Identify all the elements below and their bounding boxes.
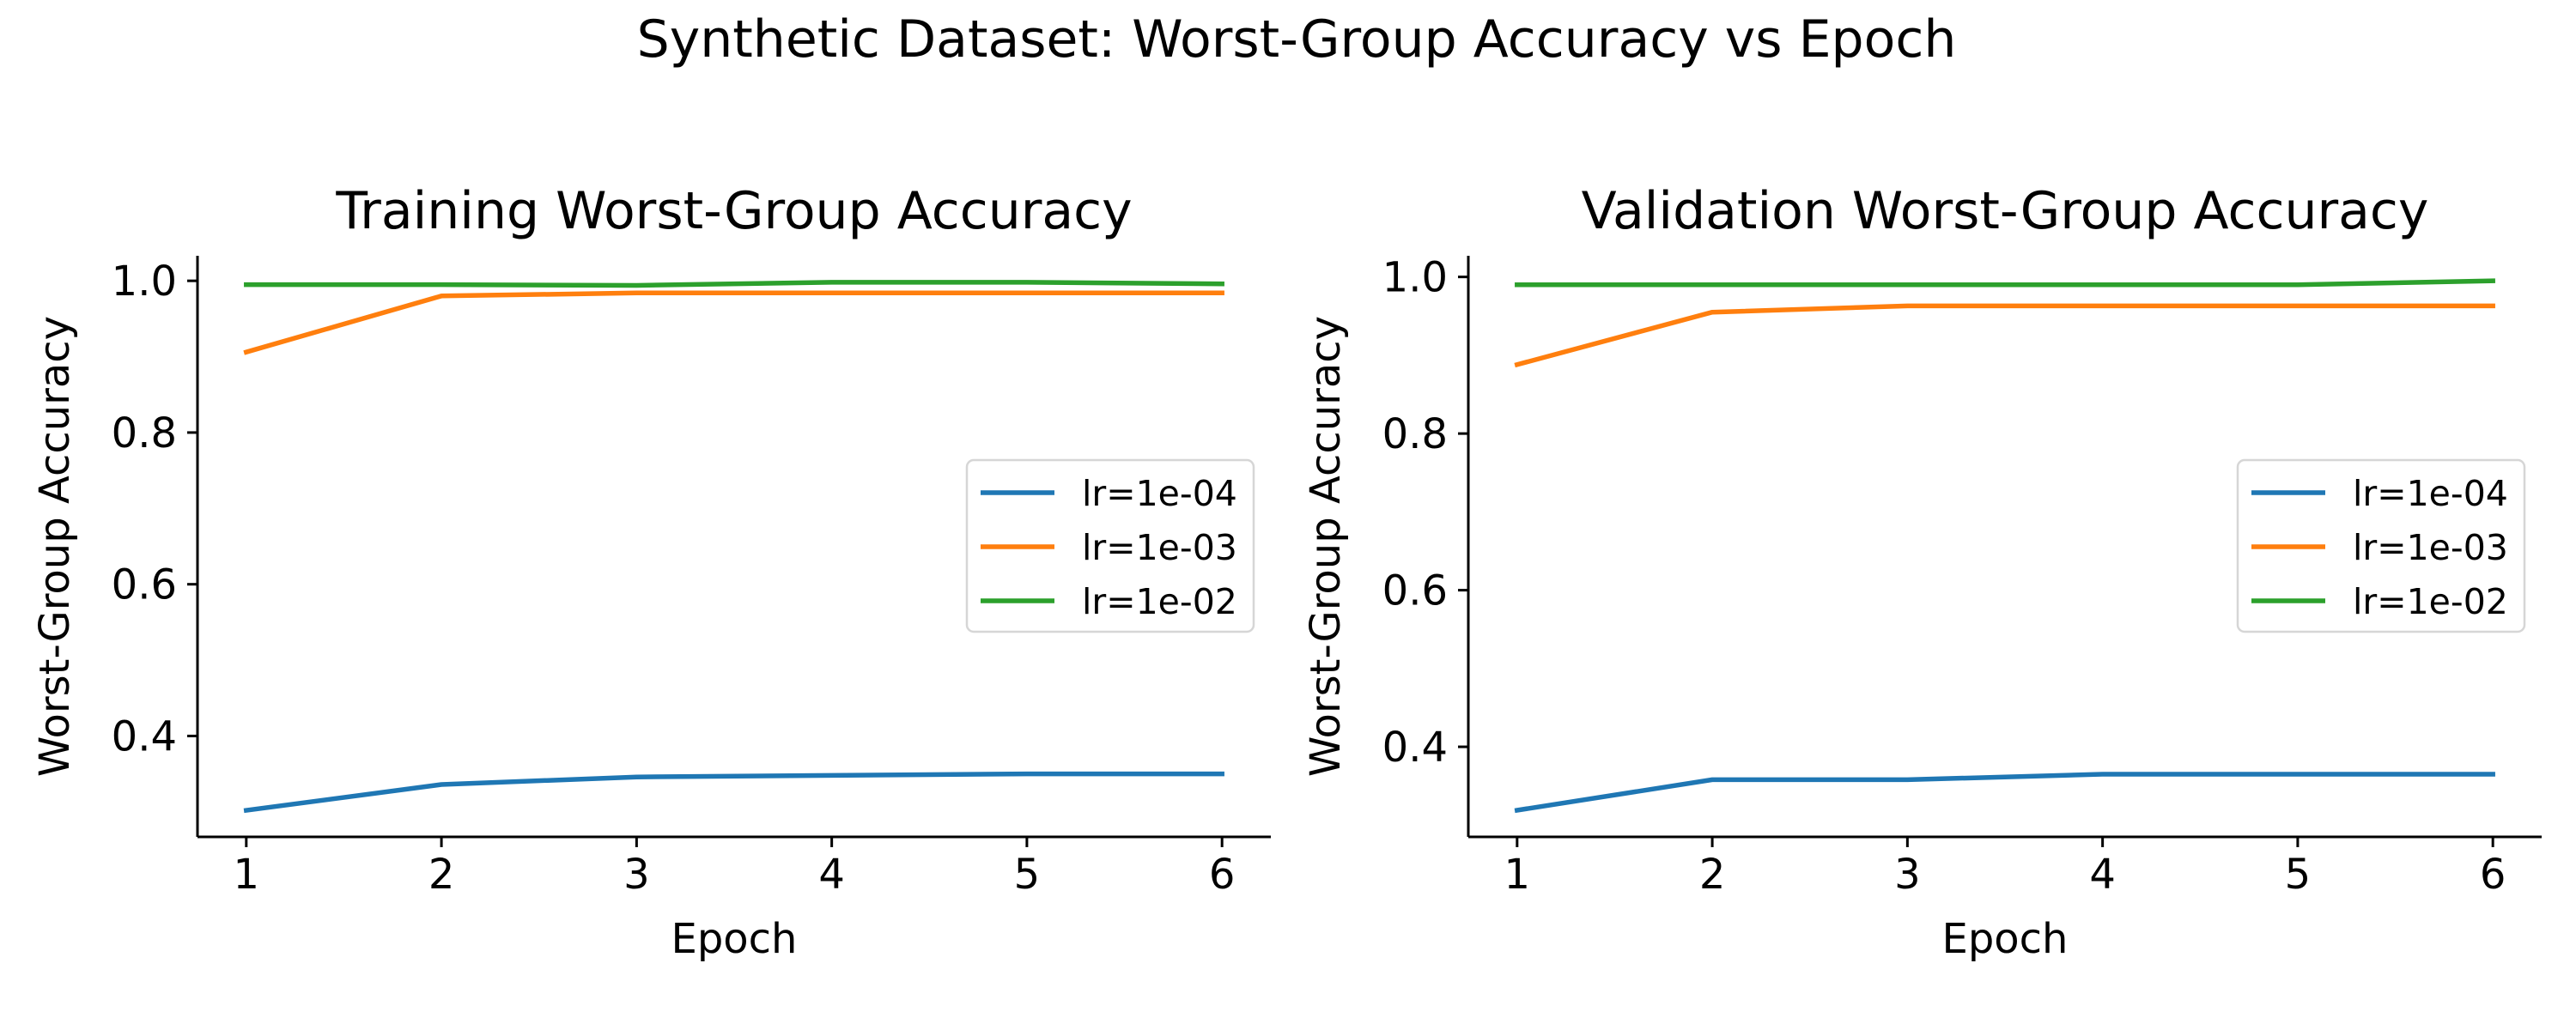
training-x-axis-label: Epoch [671, 915, 798, 963]
validation-chart-title: Validation Worst-Group Accuracy [1582, 181, 2429, 241]
training-series-line-3 [244, 280, 1224, 288]
training-y-tick-label: 0.4 [112, 712, 177, 760]
training-legend-frame [965, 458, 1255, 633]
training-legend-label: lr=1e-02 [1082, 581, 1237, 622]
validation-x-tick-label: 5 [2285, 851, 2312, 899]
figure-suptitle: Synthetic Dataset: Worst-Group Accuracy … [637, 9, 1957, 70]
training-panel: Training Worst-Group Accuracy 1 2 3 4 5 6 0.4 0.… [31, 181, 1271, 963]
validation-x-tick-label: 6 [2480, 851, 2506, 899]
training-x-tick-label: 6 [1209, 851, 1236, 899]
validation-x-tick-label: 1 [1504, 851, 1531, 899]
training-legend-label: lr=1e-04 [1082, 473, 1237, 514]
validation-series-line-2 [1514, 303, 2495, 368]
validation-y-tick-label: 0.8 [1382, 410, 1448, 458]
training-x-tick-label: 5 [1014, 851, 1041, 899]
validation-x-tick-label: 3 [1894, 851, 1921, 899]
validation-y-tick-label: 1.0 [1382, 254, 1448, 302]
validation-legend-frame [2236, 458, 2526, 633]
training-x-tick-label: 2 [428, 851, 455, 899]
training-y-tick-label: 0.8 [112, 409, 177, 457]
training-legend: lr=1e-04 lr=1e-03 lr=1e-02 [965, 458, 1255, 633]
training-x-tick-label: 3 [623, 851, 650, 899]
validation-y-axis-label: Worst-Group Accuracy [1302, 316, 1350, 777]
validation-x-axis-label: Epoch [1942, 915, 2069, 963]
training-x-tick-label: 4 [818, 851, 845, 899]
training-legend-label: lr=1e-03 [1082, 527, 1237, 568]
training-y-axis-label: Worst-Group Accuracy [31, 316, 79, 777]
training-y-tick-label: 1.0 [112, 258, 177, 306]
validation-series-line-1 [1514, 772, 2495, 814]
training-series-line-1 [243, 771, 1224, 814]
validation-legend: lr=1e-04 lr=1e-03 lr=1e-02 [2236, 458, 2526, 633]
validation-series-line-3 [1515, 278, 2496, 288]
validation-x-tick-label: 2 [1699, 851, 1726, 899]
training-chart-title: Training Worst-Group Accuracy [335, 181, 1132, 241]
validation-y-tick-label: 0.6 [1382, 567, 1448, 615]
validation-legend-label: lr=1e-04 [2353, 473, 2508, 514]
training-y-tick-label: 0.6 [112, 561, 177, 609]
validation-panel: Validation Worst-Group Accuracy 1 2 3 4 5 6 0.4… [1302, 181, 2542, 963]
validation-y-tick-label: 0.4 [1382, 724, 1448, 772]
validation-legend-label: lr=1e-02 [2353, 581, 2508, 622]
validation-x-tick-label: 4 [2089, 851, 2116, 899]
training-series-line-2 [243, 290, 1224, 355]
training-x-tick-label: 1 [234, 851, 260, 899]
validation-legend-label: lr=1e-03 [2353, 527, 2508, 568]
